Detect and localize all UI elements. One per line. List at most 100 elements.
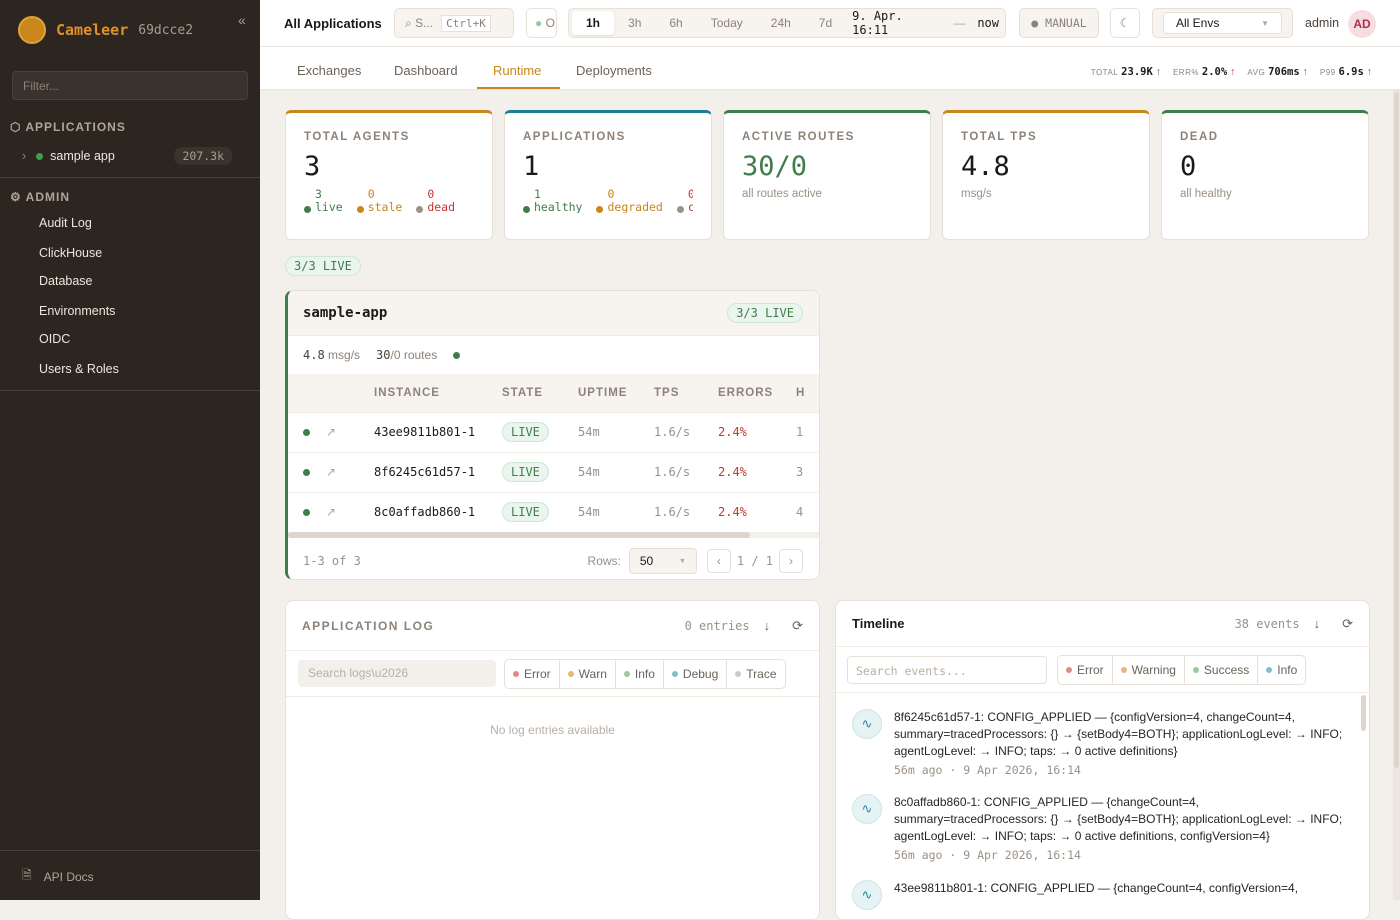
activity-icon: ∿ xyxy=(852,880,882,910)
theme-toggle-moon-icon[interactable]: ☾ xyxy=(1110,8,1140,38)
log-search-input[interactable]: Search logs\u2026 xyxy=(298,660,496,687)
environment-select[interactable]: All Envs ▼ xyxy=(1152,8,1293,38)
sidebar-item-database[interactable]: Database xyxy=(39,274,93,288)
range-today[interactable]: Today xyxy=(710,16,743,30)
app-count-badge: 207.3k xyxy=(174,147,232,165)
kpi-strip: TOTAL 23.9K ↑ ERR% 2.0% ↑ AVG 706ms ↑ P9… xyxy=(1091,66,1372,78)
gear-icon: ⚙ xyxy=(10,190,26,204)
col-tps[interactable]: TPS xyxy=(654,386,680,399)
col-errors[interactable]: ERRORS xyxy=(718,386,774,399)
rows-per-page-select[interactable]: 50 ▼ xyxy=(628,548,697,574)
kpi-total: TOTAL 23.9K ↑ xyxy=(1090,66,1161,78)
filter-debug[interactable]: Debug xyxy=(662,659,726,688)
col-instance[interactable]: INSTANCE xyxy=(374,386,440,399)
filter-error[interactable]: Error xyxy=(1058,656,1112,684)
api-docs-link[interactable]: 🗎 API Docs xyxy=(22,866,94,887)
sidebar-filter-input[interactable]: Filter... xyxy=(12,71,248,100)
filter-warn[interactable]: Warn xyxy=(558,659,615,688)
filter-info[interactable]: Info xyxy=(1257,655,1305,684)
status-indicator[interactable]: ● O xyxy=(526,8,557,38)
prev-page-button[interactable]: ‹ xyxy=(706,549,731,573)
search-button[interactable]: ⌕ S... Ctrl+K xyxy=(394,8,514,38)
log-empty-state: No log entries available xyxy=(490,723,615,737)
divider xyxy=(0,850,260,851)
admin-section[interactable]: ⚙ ADMIN xyxy=(10,190,70,204)
sidebar-item-users-roles[interactable]: Users & Roles xyxy=(39,362,119,376)
applications-section[interactable]: ⬡ APPLICATIONS xyxy=(10,120,126,134)
col-h[interactable]: H xyxy=(796,386,806,399)
pagination: 1-3 of 3 Rows: 50 ▼ ‹ 1 / 1 › xyxy=(288,538,819,574)
external-link-icon[interactable]: ↗ xyxy=(326,451,374,492)
sidebar-item-oidc[interactable]: OIDC xyxy=(39,332,71,346)
table-row[interactable]: ↗ 8f6245c61d57-1 LIVE 54m 1.6/s 2.4% 3 xyxy=(288,451,819,492)
sidebar-item-clickhouse[interactable]: ClickHouse xyxy=(39,246,103,260)
filter-trace[interactable]: Trace xyxy=(726,659,784,688)
live-summary-badge: 3/3 LIVE xyxy=(285,256,361,276)
col-state[interactable]: STATE xyxy=(502,386,543,399)
top-bar: All Applications ⌕ S... Ctrl+K ● O 1h 3h… xyxy=(260,0,1400,47)
app-name[interactable]: sample-app xyxy=(303,305,388,321)
card-total-tps: TOTAL TPS 4.8 msg/s xyxy=(942,110,1150,240)
next-page-button[interactable]: › xyxy=(779,549,803,573)
tab-dashboard[interactable]: Dashboard xyxy=(394,63,458,78)
event-search-input[interactable]: Search events... xyxy=(847,655,1047,684)
log-level-filters: Error Warn Info Debug Trace xyxy=(504,658,786,689)
table-row[interactable]: ↗ 43ee9811b801-1 LIVE 54m 1.6/s 2.4% 1 xyxy=(288,411,819,452)
log-count: 0 entries xyxy=(684,618,750,633)
application-log-panel: APPLICATION LOG 0 entries ↓ ⟳ Search log… xyxy=(285,600,820,920)
tab-exchanges[interactable]: Exchanges xyxy=(297,63,362,78)
external-link-icon[interactable]: ↗ xyxy=(326,411,374,452)
page-title: All Applications xyxy=(284,16,382,31)
range-7d[interactable]: 7d xyxy=(818,16,833,30)
tab-runtime[interactable]: Runtime xyxy=(493,63,542,78)
event-level-filters: Error Warning Success Info xyxy=(1057,654,1307,685)
arrow-up-icon: ↑ xyxy=(1366,66,1372,78)
chevron-right-icon: › xyxy=(22,149,27,163)
environment-value: All Envs xyxy=(1176,16,1220,30)
brand-name: Cameleer xyxy=(56,21,129,39)
table-row[interactable]: ↗ 8c0affadb860-1 LIVE 54m 1.6/s 2.4% 4 xyxy=(288,491,819,532)
arrow-up-icon: ↑ xyxy=(1230,66,1236,78)
range-1h[interactable]: 1h xyxy=(572,11,615,35)
chevron-down-icon: ▼ xyxy=(1261,18,1269,28)
filter-error[interactable]: Error xyxy=(505,660,559,688)
range-24h[interactable]: 24h xyxy=(770,16,791,30)
sidebar-app-item[interactable]: › sample app 207.3k xyxy=(22,147,232,165)
timeline-title: Timeline xyxy=(852,616,905,631)
filter-success[interactable]: Success xyxy=(1183,655,1257,684)
scroll-down-arrow-icon[interactable]: ↓ xyxy=(763,618,771,633)
scroll-down-arrow-icon[interactable]: ↓ xyxy=(1313,616,1321,631)
timeline-scrollbar[interactable] xyxy=(1361,695,1366,731)
sidebar-item-environments[interactable]: Environments xyxy=(39,304,116,318)
brand-version: 69dcce2 xyxy=(138,22,194,38)
username[interactable]: admin xyxy=(1305,16,1340,30)
external-link-icon[interactable]: ↗ xyxy=(326,491,374,532)
app-name: sample app xyxy=(50,149,115,163)
range-6h[interactable]: 6h xyxy=(669,16,683,30)
avatar[interactable]: AD xyxy=(1348,10,1376,38)
table-scrollbar[interactable] xyxy=(288,532,819,538)
range-from[interactable]: 9. Apr. 16:11 xyxy=(852,9,903,37)
sidebar-item-audit-log[interactable]: Audit Log xyxy=(39,216,92,230)
filter-warning[interactable]: Warning xyxy=(1111,655,1184,684)
refresh-icon[interactable]: ⟳ xyxy=(1342,615,1353,631)
divider xyxy=(0,390,260,391)
timeline-event[interactable]: ∿ 43ee9811b801-1: CONFIG_APPLIED — {chang… xyxy=(852,880,1349,910)
range-text: 1-3 of 3 xyxy=(303,554,361,568)
range-to[interactable]: now xyxy=(977,16,999,30)
manual-refresh-button[interactable]: ● MANUAL xyxy=(1019,8,1099,38)
range-3h[interactable]: 3h xyxy=(628,16,642,30)
timeline-event[interactable]: ∿ 8c0affadb860-1: CONFIG_APPLIED — {chang… xyxy=(852,794,1349,862)
log-title: APPLICATION LOG xyxy=(302,618,435,633)
filter-info[interactable]: Info xyxy=(614,659,663,688)
timeline-event[interactable]: ∿ 8f6245c61d57-1: CONFIG_APPLIED — {confi… xyxy=(852,709,1349,777)
brand[interactable]: Cameleer 69dcce2 xyxy=(18,16,193,44)
tab-deployments[interactable]: Deployments xyxy=(576,63,652,78)
col-uptime[interactable]: UPTIME xyxy=(578,386,628,399)
collapse-sidebar-icon[interactable]: « xyxy=(238,12,246,28)
page-scrollbar[interactable] xyxy=(1393,90,1400,900)
cube-icon: ⬡ xyxy=(10,120,26,134)
refresh-icon[interactable]: ⟳ xyxy=(792,617,803,633)
timeline-count: 38 events xyxy=(1234,616,1300,631)
